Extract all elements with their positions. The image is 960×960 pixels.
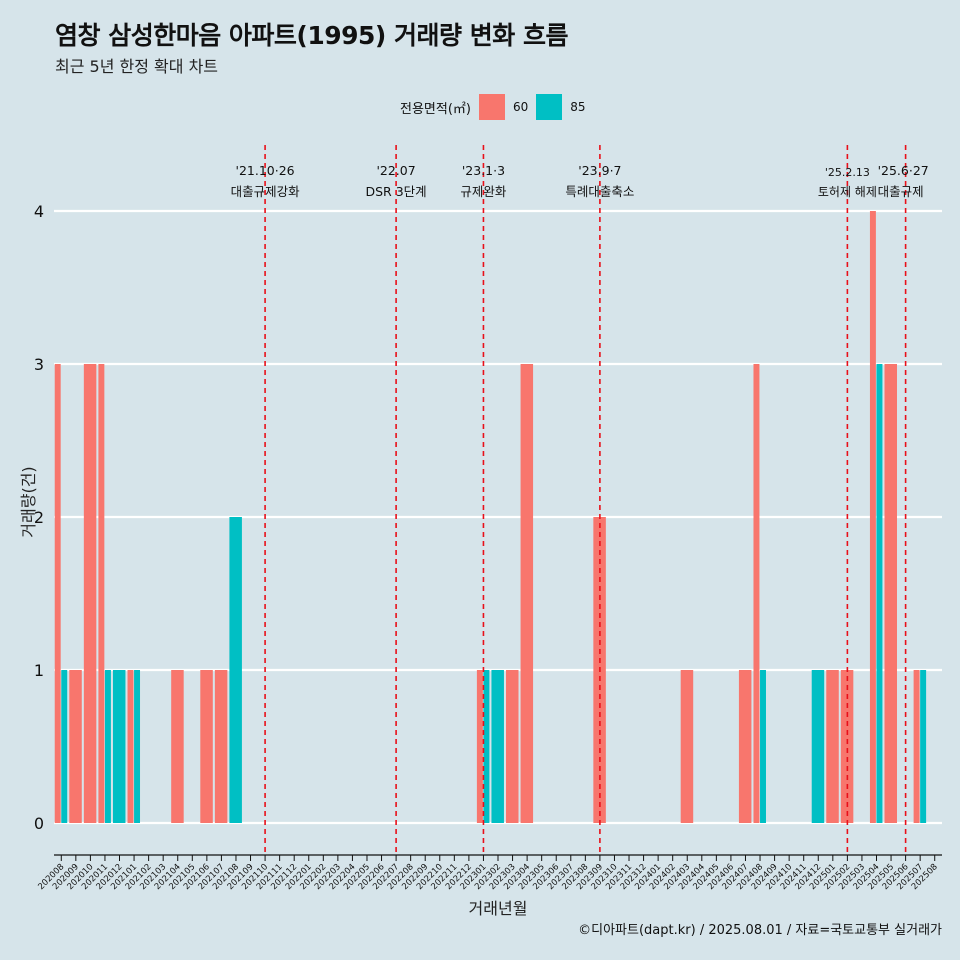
event-label-202110: 대출규제강화 [231, 184, 301, 199]
chart-title: 염창 삼성한마음 아파트(1995) 거래량 변화 흐름 [55, 21, 568, 50]
bar-202101-85 [134, 670, 141, 823]
bar-202507-85 [920, 670, 927, 823]
event-label-202207: DSR 3단계 [366, 184, 427, 199]
y-tick-label: 1 [34, 661, 44, 680]
bar-202408-85 [760, 670, 766, 823]
bar-202505-60 [884, 364, 897, 823]
event-label-202309: 특례대출축소 [565, 184, 634, 199]
bar-202304-60 [520, 364, 534, 823]
event-date-202506: '25.6·27 [878, 163, 929, 178]
bar-202104-60 [171, 670, 184, 823]
caption: ©디아파트(dapt.kr) / 2025.08.01 / 자료=국토교통부 실… [578, 923, 942, 938]
bar-202504-60 [869, 211, 876, 823]
bar-202011-85 [104, 670, 111, 823]
bar-202010-60 [83, 364, 97, 823]
legend-label-60: 60 [512, 100, 529, 114]
bar-202408-60 [753, 364, 760, 823]
event-date-202502: '25.2.13 [825, 166, 870, 179]
bar-202412-85 [811, 670, 825, 823]
bar-202108-85 [229, 517, 242, 823]
bar-202009-60 [69, 670, 82, 823]
legend-key-60 [478, 94, 505, 120]
bar-202012-85 [112, 670, 126, 823]
bar-202301-85 [483, 670, 490, 823]
event-date-202110: '21.10·26 [236, 163, 295, 178]
bar-202302-85 [491, 670, 504, 823]
event-date-202207: '22.07 [376, 163, 415, 178]
bar-202303-60 [506, 670, 519, 823]
bar-202403-60 [680, 670, 694, 823]
chart-subtitle: 최근 5년 한정 확대 차트 [55, 57, 219, 76]
event-date-202301: '23.1·3 [462, 163, 505, 178]
x-axis-title: 거래년월 [469, 899, 528, 918]
bars [54, 211, 927, 823]
bar-202008-85 [61, 670, 68, 823]
event-label-202301: 규제완화 [460, 184, 507, 199]
bar-202502-60 [840, 670, 854, 823]
event-lines: '21.10·26 대출규제강화 '22.07 DSR 3단계 '23.1·3 규제완화 '… [231, 145, 929, 853]
legend-key-85 [536, 94, 563, 120]
event-label-202502: 토허제 해제 [818, 185, 877, 199]
legend-label-85: 85 [570, 100, 586, 114]
y-tick-label: 4 [34, 202, 44, 221]
y-tick-label: 0 [34, 814, 44, 833]
bar-202011-60 [98, 364, 105, 823]
bar-202504-85 [876, 364, 883, 823]
event-label-202506: 대출규제 [878, 184, 924, 199]
bar-202106-60 [200, 670, 213, 823]
legend: 전용면적(㎡) 60 85 [400, 93, 594, 121]
bar-202101-60 [127, 670, 134, 823]
y-tick-label: 3 [34, 355, 44, 374]
bar-202107-60 [214, 670, 228, 823]
legend-title: 전용면적(㎡) [400, 101, 471, 117]
event-date-202309: '23.9·7 [578, 163, 621, 178]
bar-202301-60 [476, 670, 483, 823]
bar-202407-60 [738, 670, 752, 823]
bar-202507-60 [913, 670, 920, 823]
y-tick-label: 2 [34, 508, 44, 527]
bar-202501-60 [826, 670, 839, 823]
y-axis-title: 거래량(건) [19, 466, 38, 537]
bar-202008-60 [54, 364, 61, 823]
